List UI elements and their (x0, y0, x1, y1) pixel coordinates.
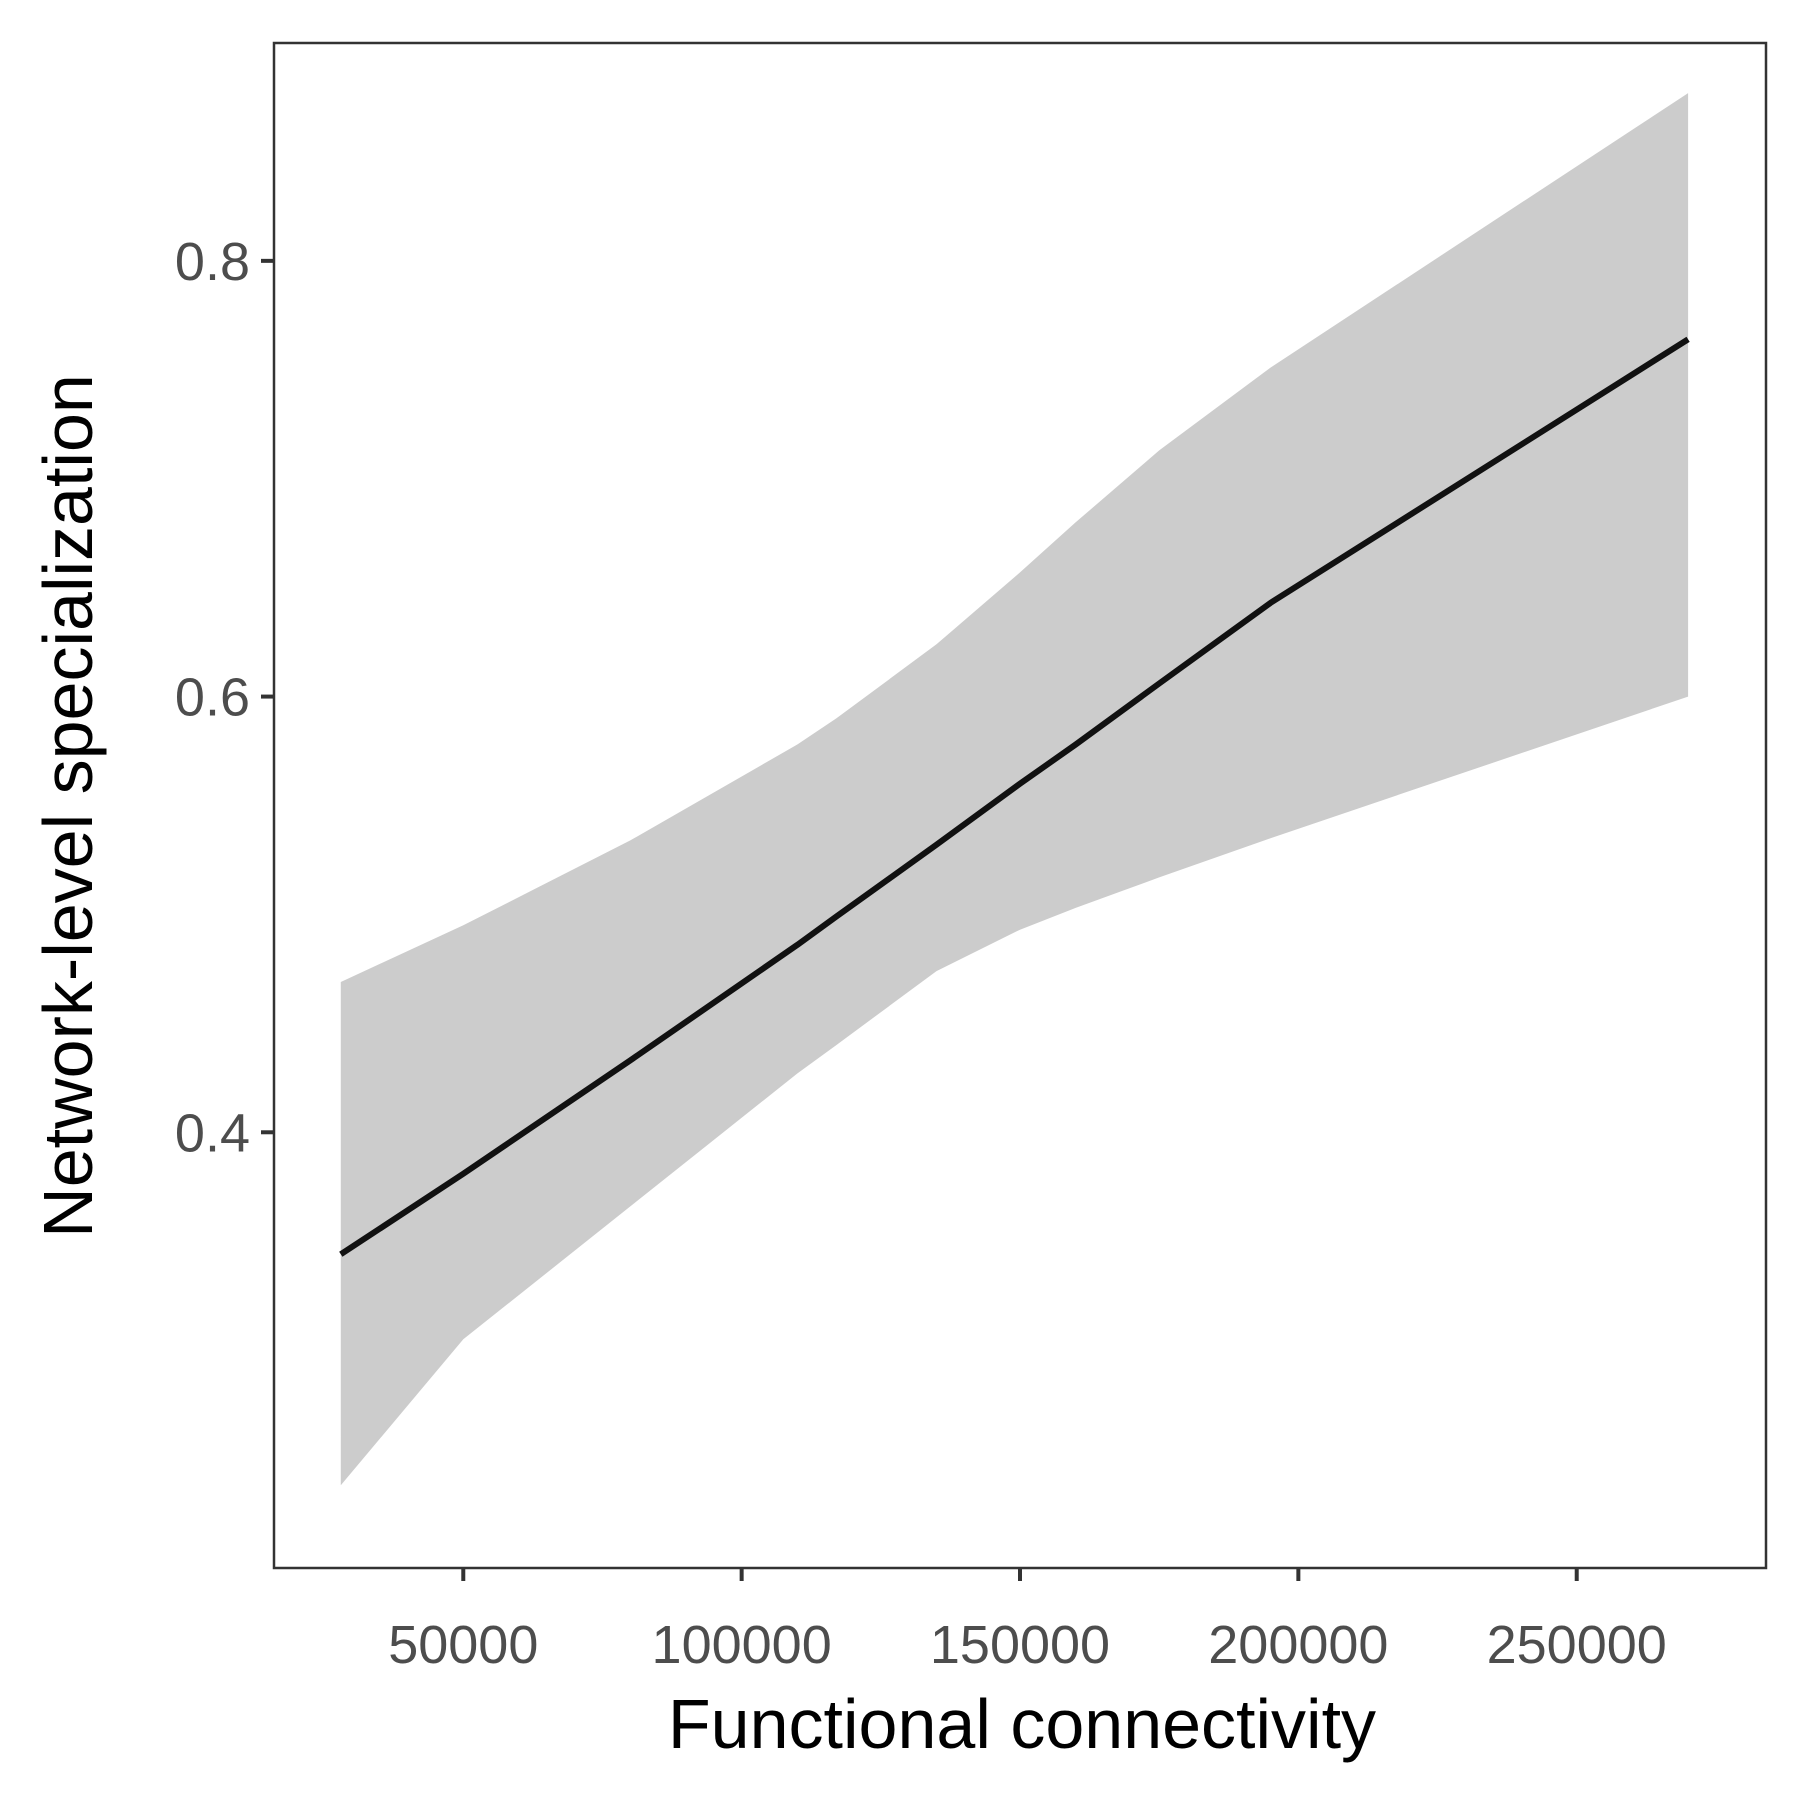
x-tick-label: 100000 (652, 1615, 832, 1675)
regression-line (339, 336, 1690, 1257)
y-tick-label: 0.6 (175, 668, 250, 728)
x-tick-label: 50000 (388, 1615, 538, 1675)
plot-area (339, 93, 1690, 1486)
y-axis-title: Network-level specialization (29, 374, 107, 1238)
x-tick-label: 250000 (1487, 1615, 1667, 1675)
x-tick-label: 150000 (930, 1615, 1110, 1675)
y-tick-label: 0.8 (175, 232, 250, 292)
y-tick-label: 0.4 (175, 1103, 250, 1163)
x-tick-label: 200000 (1208, 1615, 1388, 1675)
x-axis-title: Functional connectivity (668, 1685, 1376, 1763)
axes: 50000 100000 150000 200000 250000 0.4 0.6 0.8 (175, 41, 1768, 1675)
